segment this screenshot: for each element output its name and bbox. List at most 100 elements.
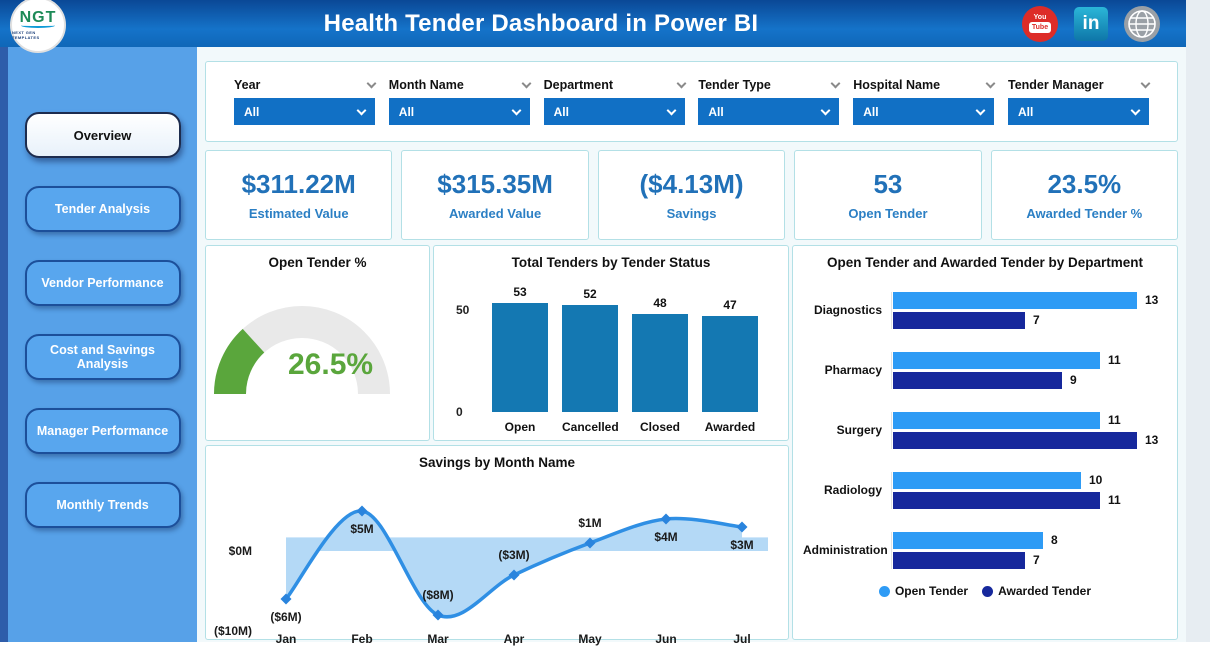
- filter-dropdown[interactable]: All: [543, 98, 685, 125]
- bar-value-label: 11: [1108, 493, 1121, 507]
- bar-awarded[interactable]: [702, 316, 758, 412]
- sidebar-accent-strip: [0, 47, 8, 642]
- bar-awarded-tender-pharmacy[interactable]: [893, 371, 1062, 389]
- bar-value-label: 9: [1070, 373, 1077, 387]
- dept-row-diagnostics: Diagnostics 13 7: [803, 284, 1163, 336]
- savings-line-chart-card: Savings by Month Name ($6M) $5M ($8M) ($3M)…: [205, 445, 789, 646]
- chevron-down-icon: [820, 105, 831, 115]
- bar-open-tender-pharmacy[interactable]: [893, 351, 1100, 369]
- kpi-value: $315.35M: [437, 169, 553, 199]
- dept-label: Surgery: [836, 423, 882, 437]
- bar-open-tender-surgery[interactable]: [893, 411, 1100, 429]
- legend-item-open-tender[interactable]: Open Tender: [878, 584, 968, 598]
- dept-label: Radiology: [823, 483, 882, 497]
- bar-awarded-tender-surgery[interactable]: [893, 431, 1137, 449]
- bar-awarded-tender-administration[interactable]: [893, 551, 1025, 569]
- sidebar-item-cost-and-savings-analysis[interactable]: Cost and Savings Analysis: [24, 334, 181, 380]
- status-chart-title: Total Tenders by Tender Status: [511, 255, 711, 270]
- bar-open-tender-diagnostics[interactable]: [893, 291, 1137, 309]
- bar-value-label: 10: [1089, 473, 1103, 487]
- logo-swoosh: [21, 23, 55, 28]
- bar-cancelled[interactable]: [562, 305, 618, 412]
- filter-label: Hospital Name: [853, 78, 941, 92]
- bar-closed[interactable]: [632, 314, 688, 412]
- bar-group-cancelled: 52: [562, 287, 618, 412]
- kpi-card-awarded-value: $315.35M Awarded Value: [401, 150, 589, 240]
- dept-row-surgery: Surgery 11 13: [803, 404, 1163, 456]
- point-value-label: ($8M): [422, 588, 453, 602]
- kpi-label: Awarded Value: [448, 206, 542, 221]
- legend-dot-icon: [982, 585, 994, 597]
- bar-value-label: 13: [1145, 293, 1159, 307]
- status-chart-plot: 0 50 53 52 48 47 Open Cancelled Closed Awarded: [456, 274, 778, 434]
- kpi-card-estimated-value: $311.22M Estimated Value: [205, 150, 393, 240]
- bar-awarded-tender-diagnostics[interactable]: [893, 311, 1025, 329]
- chevron-down-icon[interactable]: [1140, 78, 1151, 89]
- ngt-logo: NGT NEXT GEN TEMPLATES: [10, 0, 66, 53]
- data-point-may: [584, 537, 596, 549]
- logo-text: NGT: [19, 9, 57, 26]
- website-globe-icon[interactable]: [1124, 5, 1160, 42]
- chevron-down-icon[interactable]: [985, 78, 996, 89]
- filter-value: All: [708, 104, 724, 119]
- kpi-card-savings: ($4.13M) Savings: [597, 150, 786, 240]
- filter-dropdown[interactable]: All: [388, 98, 530, 125]
- bar-value-label: 8: [1051, 533, 1058, 547]
- bar-open[interactable]: [492, 303, 548, 412]
- legend-item-awarded-tender[interactable]: Awarded Tender: [982, 584, 1091, 598]
- kpi-label: Savings: [666, 206, 717, 221]
- filter-tender-manager: Tender Manager All: [1007, 78, 1151, 125]
- bar-value-label: 7: [1033, 553, 1040, 567]
- bar-value-label: 52: [583, 287, 597, 301]
- filter-dropdown[interactable]: All: [234, 98, 375, 125]
- filter-value: All: [863, 104, 879, 119]
- point-value-label: $4M: [654, 530, 677, 544]
- y-tick-label: ($10M): [214, 624, 252, 638]
- sidebar-item-tender-analysis[interactable]: Tender Analysis: [24, 186, 181, 232]
- gauge-value: 26.5%: [288, 348, 374, 381]
- department-chart-title: Open Tender and Awarded Tender by Depart…: [826, 255, 1144, 270]
- department-chart-legend: Open Tender Awarded Tender: [793, 584, 1177, 598]
- data-point-jul: [736, 521, 748, 533]
- bar-group-awarded: 47: [702, 298, 758, 412]
- bar-open-tender-radiology[interactable]: [893, 471, 1081, 489]
- header-bar: NGT NEXT GEN TEMPLATES Health Tender Das…: [0, 0, 1186, 53]
- y-tick-label: 0: [456, 405, 463, 419]
- sidebar-item-manager-performance[interactable]: Manager Performance: [24, 408, 181, 454]
- x-tick-label: Apr: [504, 632, 525, 646]
- sidebar-item-overview[interactable]: Overview: [24, 112, 181, 158]
- sidebar-item-monthly-trends[interactable]: Monthly Trends: [24, 482, 181, 528]
- youtube-icon[interactable]: You Tube: [1022, 5, 1058, 42]
- filter-value: All: [398, 104, 415, 119]
- chevron-down-icon[interactable]: [676, 78, 687, 89]
- x-tick-label: Jan: [276, 632, 297, 646]
- bar-value-label: 47: [723, 298, 737, 312]
- bar-awarded-tender-radiology[interactable]: [893, 491, 1100, 509]
- filter-tender-type: Tender Type All: [698, 78, 841, 125]
- filter-dropdown[interactable]: All: [1007, 98, 1149, 125]
- filter-label: Month Name: [388, 78, 464, 92]
- canvas-right-gutter: [1186, 0, 1210, 642]
- chevron-down-icon: [666, 105, 677, 115]
- chevron-down-icon[interactable]: [521, 78, 532, 89]
- filter-department: Department All: [543, 78, 687, 125]
- point-value-label: ($6M): [270, 610, 301, 624]
- chevron-down-icon[interactable]: [366, 78, 377, 89]
- sidebar-item-vendor-performance[interactable]: Vendor Performance: [24, 260, 181, 306]
- x-tick-label: Open: [504, 420, 536, 434]
- gauge-visual[interactable]: 26.5%: [206, 270, 429, 420]
- gauge-title: Open Tender %: [268, 255, 367, 270]
- chevron-down-icon: [975, 105, 986, 115]
- kpi-row: $311.22M Estimated Value $315.35M Awarded V…: [205, 150, 1179, 240]
- bar-value-label: 53: [513, 285, 527, 299]
- chevron-down-icon[interactable]: [830, 78, 841, 89]
- linkedin-icon[interactable]: in: [1074, 6, 1108, 41]
- filter-dropdown[interactable]: All: [698, 98, 840, 125]
- filter-dropdown[interactable]: All: [853, 98, 995, 125]
- bar-open-tender-administration[interactable]: [893, 531, 1043, 549]
- filter-panel: Year All Month Name All Department All Tender …: [205, 61, 1178, 142]
- kpi-label: Estimated Value: [248, 206, 349, 221]
- x-tick-label: Feb: [351, 632, 372, 646]
- department-chart-plot: Diagnostics 13 7 Pharmacy 11 9 Surgery 11 13 Radi…: [803, 284, 1163, 576]
